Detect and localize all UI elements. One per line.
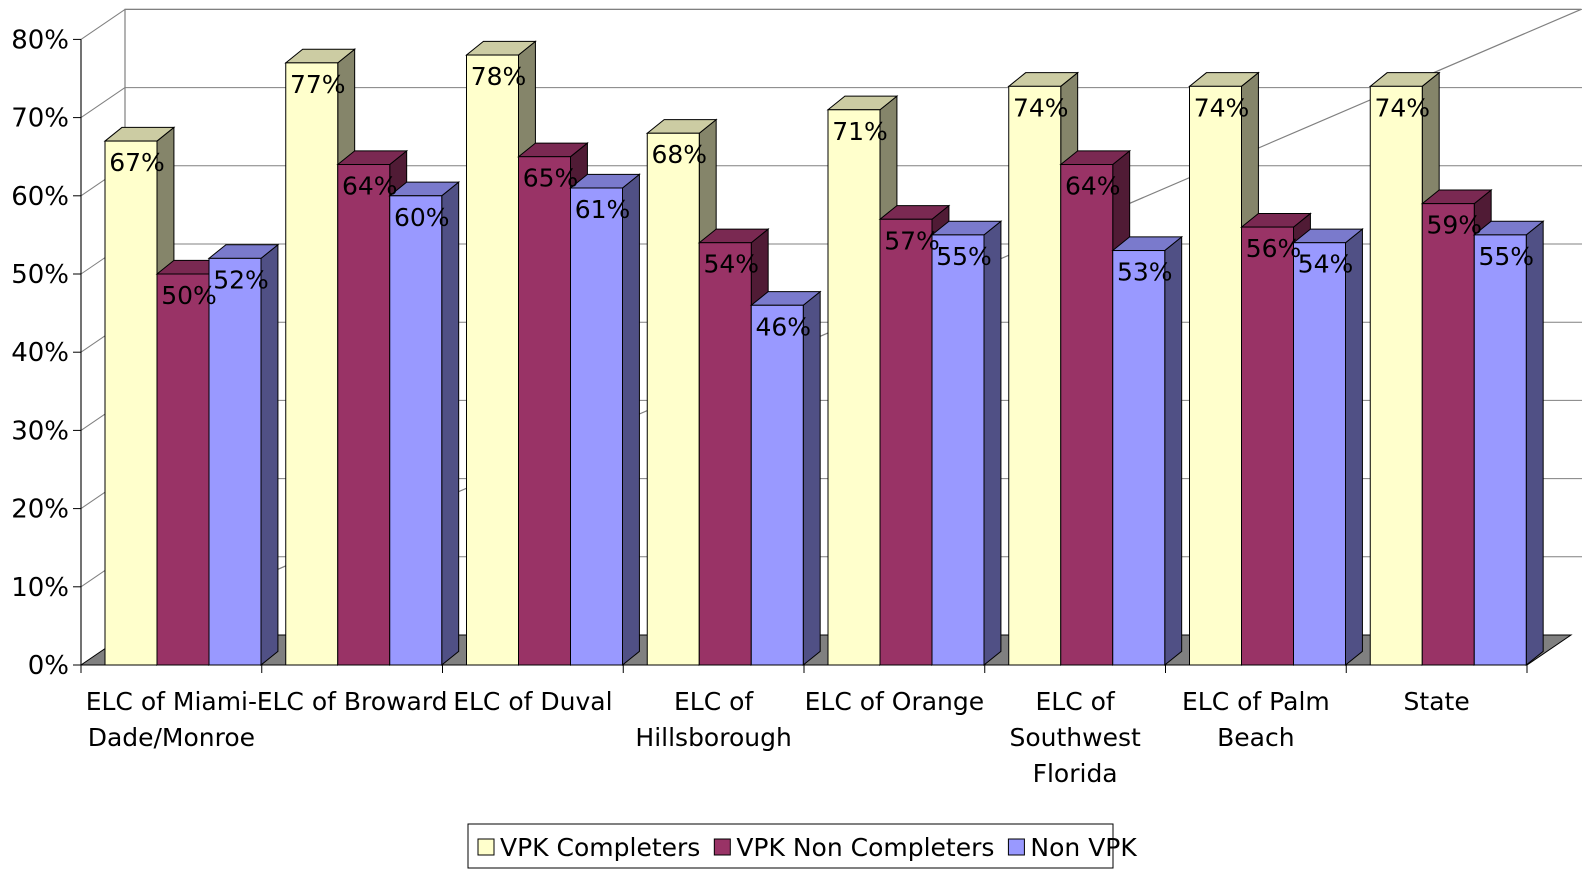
legend-swatch (1007, 838, 1025, 856)
bar (1292, 228, 1364, 667)
data-label: 74% (1374, 93, 1430, 122)
gridline-side (80, 87, 126, 119)
data-label: 60% (394, 203, 450, 232)
data-labels: 67%50%52%77%64%60%78%65%61%68%54%46%71%5… (109, 62, 1534, 341)
legend-swatch (713, 838, 731, 856)
y-tick-label: 40% (11, 338, 69, 368)
y-tick-label: 80% (11, 25, 69, 55)
y-tick-label: 30% (11, 416, 69, 446)
data-label: 74% (1194, 93, 1250, 122)
y-tick-label: 0% (28, 651, 69, 681)
y-axis: 0% 10% 20% 30% 40% 50% 60% 70% 80% (11, 25, 82, 681)
y-tick-label: 10% (11, 573, 69, 603)
data-label: 71% (832, 117, 888, 146)
bar (569, 173, 641, 667)
data-label: 53% (1117, 258, 1173, 287)
data-label: 50% (161, 281, 217, 310)
y-tick-label: 70% (11, 104, 69, 134)
data-label: 61% (575, 195, 631, 224)
y-tick-label: 60% (11, 182, 69, 212)
bar (1111, 235, 1184, 667)
legend: VPK Completers VPK Non Completers Non VPK (467, 823, 1137, 869)
x-tick-label: ELC of Broward (257, 687, 448, 716)
x-tick-label: ELC of Palm Beach (1182, 687, 1330, 752)
data-label: 68% (651, 140, 707, 169)
bar (207, 243, 280, 667)
data-label: 54% (703, 250, 759, 279)
x-tick-label: ELC of Southwest Florida (1009, 687, 1141, 788)
data-label: 54% (1298, 250, 1354, 279)
legend-label: Non VPK (1030, 833, 1137, 862)
legend-label: VPK Completers (500, 833, 700, 862)
data-label: 55% (1478, 242, 1534, 271)
data-label: 67% (109, 148, 165, 177)
data-label: 55% (936, 242, 992, 271)
data-label: 56% (1246, 234, 1302, 263)
bar (1472, 220, 1545, 667)
x-tick-label: State (1404, 687, 1470, 716)
data-label: 46% (755, 312, 811, 341)
x-tick-label: ELC of Orange (805, 687, 985, 716)
data-label: 64% (1065, 172, 1121, 201)
data-label: 65% (523, 164, 579, 193)
data-label: 74% (1013, 93, 1069, 122)
x-tick-label: ELC of Duval (453, 687, 612, 716)
data-label: 59% (1426, 211, 1482, 240)
data-label: 52% (213, 265, 269, 294)
bars (103, 40, 1545, 667)
y-tick-label: 20% (11, 495, 69, 525)
y-tick-label: 50% (11, 260, 69, 290)
x-tick-label: ELC of Hillsborough (635, 687, 791, 752)
bar (388, 181, 461, 667)
legend-swatch (477, 838, 495, 856)
legend-box (467, 823, 1114, 869)
data-label: 78% (471, 62, 527, 91)
bar (930, 220, 1003, 667)
data-label: 77% (290, 70, 346, 99)
bar (749, 290, 822, 667)
legend-label: VPK Non Completers (736, 833, 994, 862)
data-label: 57% (884, 226, 940, 255)
x-tick-label: ELC of Miami-Dade/Monroe (86, 687, 257, 752)
data-label: 64% (342, 172, 398, 201)
gridline-side (80, 8, 126, 40)
